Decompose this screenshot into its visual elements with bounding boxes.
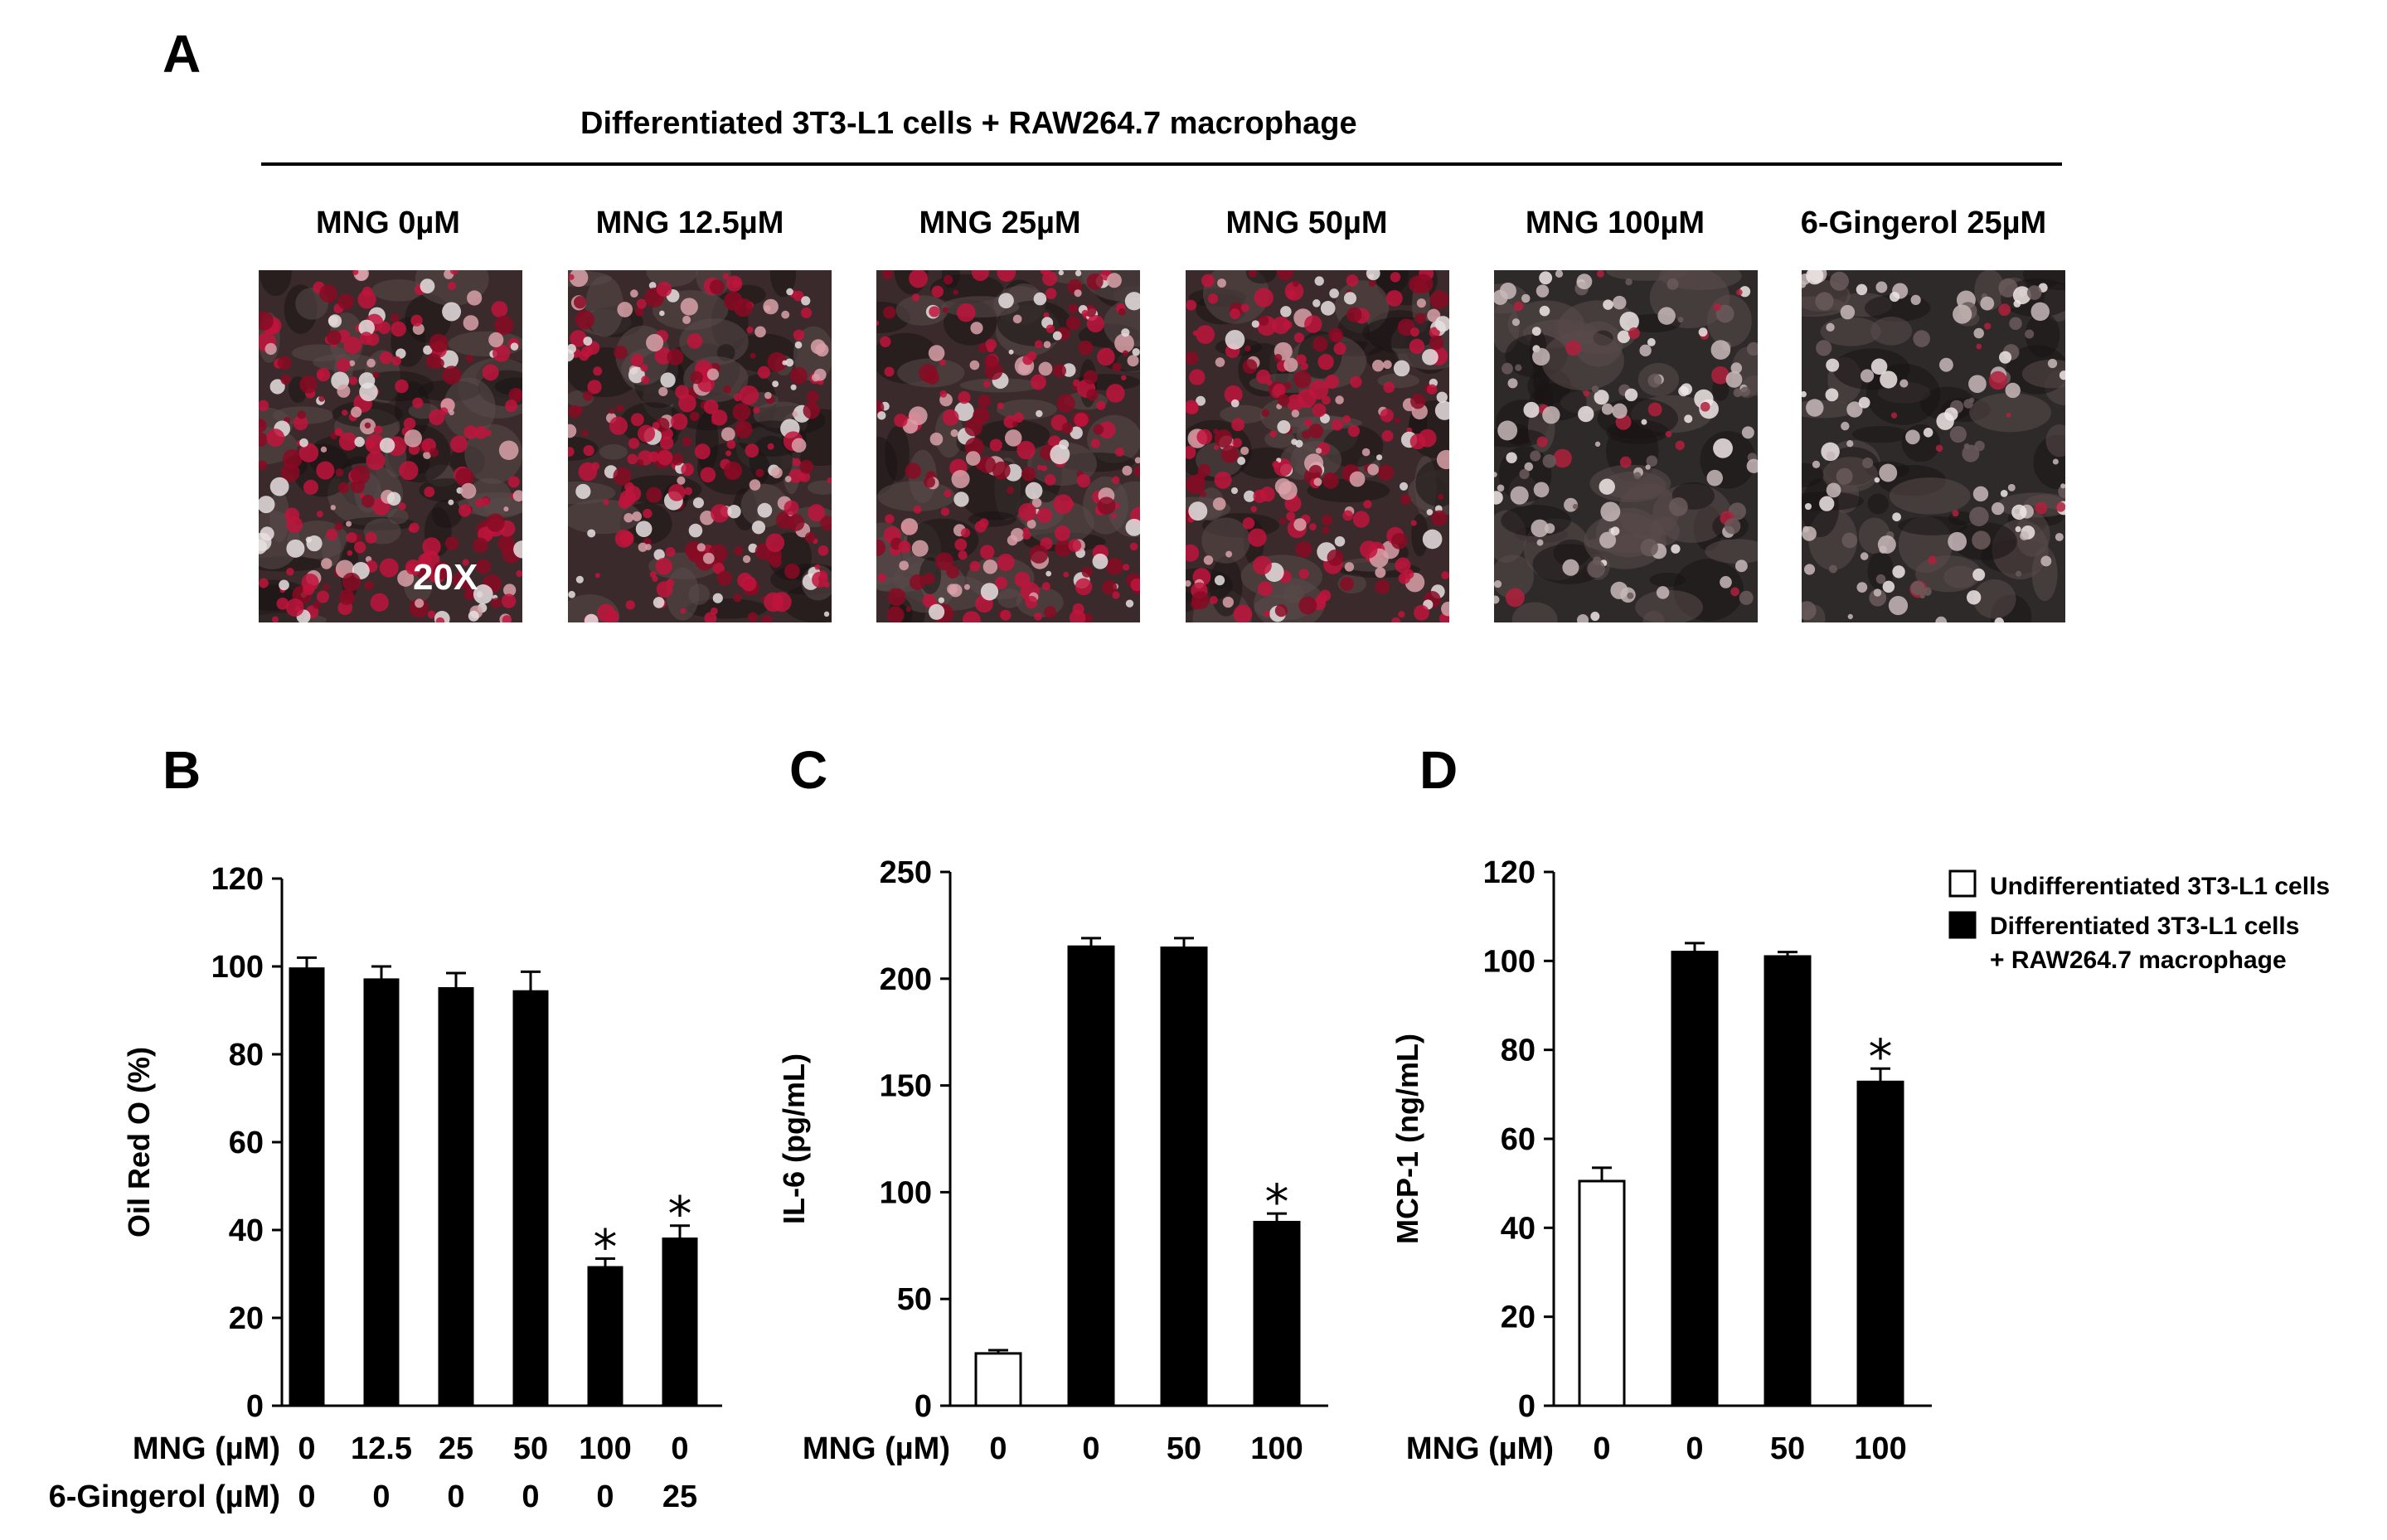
y-tick-label-d: 60 xyxy=(1501,1122,1536,1157)
row-label-c-0: MNG (µM) xyxy=(803,1431,950,1466)
y-tick-label-d: 20 xyxy=(1501,1300,1536,1335)
y-tick-label-c: 50 xyxy=(897,1282,932,1317)
bar-d-2 xyxy=(1764,955,1812,1407)
condition-label-mng-12-5: MNG 12.5µM xyxy=(595,206,784,240)
category-label-b-1-2: 0 xyxy=(447,1479,464,1514)
category-label-b-0-0: 0 xyxy=(298,1431,315,1466)
bar-c-2 xyxy=(1160,946,1208,1407)
category-label-c-0-3: 100 xyxy=(1250,1431,1303,1466)
significance-marker-b-5: * xyxy=(668,1186,692,1242)
y-tick-label-d: 0 xyxy=(1518,1389,1536,1424)
row-label-d-0: MNG (µM) xyxy=(1406,1431,1554,1466)
legend: Undifferentiated 3T3-L1 cells Differentia… xyxy=(1948,869,2330,974)
panel-a-headline: Differentiated 3T3-L1 cells + RAW264.7 m… xyxy=(580,106,1357,141)
row-label-b-1: 6-Gingerol (µM) xyxy=(49,1479,280,1514)
category-label-b-0-1: 12.5 xyxy=(351,1431,412,1466)
condition-label-gingerol-25: 6-Gingerol 25µM xyxy=(1800,206,2047,240)
micrograph-mng-0 xyxy=(259,270,522,622)
y-tick-label-c: 250 xyxy=(880,855,932,890)
category-label-c-0-0: 0 xyxy=(989,1431,1007,1466)
category-label-b-0-2: 25 xyxy=(439,1431,473,1466)
y-tick-label-c: 100 xyxy=(880,1175,932,1210)
bar-b-3 xyxy=(512,990,549,1407)
bar-b-5 xyxy=(662,1237,698,1407)
y-tick-label-c: 0 xyxy=(915,1389,932,1424)
y-tick-label-b: 100 xyxy=(211,950,264,985)
significance-marker-d-3: * xyxy=(1869,1029,1893,1085)
bar-c-3 xyxy=(1253,1220,1301,1407)
y-axis-label-c: IL-6 (pg/mL) xyxy=(777,1053,811,1224)
significance-marker-b-4: * xyxy=(594,1218,618,1275)
chart-d: 0 20 40 60 80 100 120 MCP-1 (ng/mL) * MNG (µM) 0 0 5… xyxy=(1390,855,1932,1466)
bar-d-1 xyxy=(1671,951,1719,1407)
micrograph-mng-25 xyxy=(876,270,1140,622)
micrograph-mng-50 xyxy=(1186,270,1449,622)
legend-swatch-differentiated xyxy=(1948,911,1977,939)
y-tick-label-b: 80 xyxy=(229,1038,264,1073)
condition-label-mng-50: MNG 50µM xyxy=(1225,206,1388,240)
y-tick-label-b: 40 xyxy=(229,1213,264,1248)
legend-swatch-undifferentiated xyxy=(1948,869,1977,898)
y-tick-label-b: 20 xyxy=(229,1301,264,1336)
bar-d-0 xyxy=(1578,1179,1626,1407)
y-tick-label-d: 100 xyxy=(1483,944,1536,979)
y-tick-label-c: 200 xyxy=(880,962,932,997)
category-label-b-0-5: 0 xyxy=(671,1431,688,1466)
category-label-b-1-4: 0 xyxy=(596,1479,614,1514)
headline-rule xyxy=(261,162,2062,166)
category-label-b-0-3: 50 xyxy=(513,1431,548,1466)
legend-label-undifferentiated: Undifferentiated 3T3-L1 cells xyxy=(1990,873,2330,900)
bar-b-1 xyxy=(363,978,400,1407)
category-label-b-1-3: 0 xyxy=(522,1479,539,1514)
micrograph-gingerol-25 xyxy=(1802,270,2065,622)
category-label-b-0-4: 100 xyxy=(579,1431,631,1466)
y-tick-label-b: 60 xyxy=(229,1126,264,1160)
row-label-b-0: MNG (µM) xyxy=(133,1431,280,1466)
category-label-d-0-2: 50 xyxy=(1770,1431,1805,1466)
category-label-d-0-0: 0 xyxy=(1593,1431,1610,1466)
panel-b-letter: B xyxy=(163,740,201,800)
condition-label-mng-100: MNG 100µM xyxy=(1525,206,1705,240)
magnification-label: 20X xyxy=(413,557,478,598)
category-label-c-0-2: 50 xyxy=(1167,1431,1201,1466)
category-label-d-0-3: 100 xyxy=(1854,1431,1906,1466)
panel-d-letter: D xyxy=(1419,740,1458,800)
panel-c-letter: C xyxy=(789,740,828,800)
bar-d-3 xyxy=(1856,1080,1904,1407)
y-axis-label-b: Oil Red O (%) xyxy=(122,1047,156,1237)
condition-label-mng-0: MNG 0µM xyxy=(316,206,460,240)
bar-c-0 xyxy=(974,1352,1022,1407)
bar-c-1 xyxy=(1067,945,1115,1407)
bar-b-2 xyxy=(438,987,474,1407)
y-tick-label-b: 120 xyxy=(211,862,264,897)
panel-a-letter: A xyxy=(163,24,201,84)
category-label-b-1-0: 0 xyxy=(298,1479,315,1514)
micrograph-mng-12-5 xyxy=(568,270,832,622)
category-label-d-0-1: 0 xyxy=(1686,1431,1703,1466)
category-label-b-1-5: 25 xyxy=(662,1479,697,1514)
chart-c: 0 50 100 150 200 250 IL-6 (pg/mL) * MNG (µM) 0 0 50… xyxy=(777,855,1328,1466)
legend-label-differentiated: Differentiated 3T3-L1 cells xyxy=(1990,913,2299,940)
category-label-b-1-1: 0 xyxy=(372,1479,390,1514)
y-tick-label-c: 150 xyxy=(880,1069,932,1104)
y-tick-label-d: 80 xyxy=(1501,1034,1536,1068)
y-axis-label-d: MCP-1 (ng/mL) xyxy=(1390,1034,1424,1244)
condition-label-mng-25: MNG 25µM xyxy=(919,206,1081,240)
legend-label-differentiated-line2: + RAW264.7 macrophage xyxy=(1990,947,2287,974)
y-tick-label-d: 40 xyxy=(1501,1211,1536,1246)
bar-b-0 xyxy=(289,967,325,1407)
bar-b-4 xyxy=(587,1266,623,1407)
micrograph-mng-100 xyxy=(1494,270,1758,622)
y-tick-label-b: 0 xyxy=(246,1389,264,1424)
significance-marker-c-3: * xyxy=(1265,1174,1289,1230)
y-tick-label-d: 120 xyxy=(1483,855,1536,890)
category-label-c-0-1: 0 xyxy=(1082,1431,1099,1466)
